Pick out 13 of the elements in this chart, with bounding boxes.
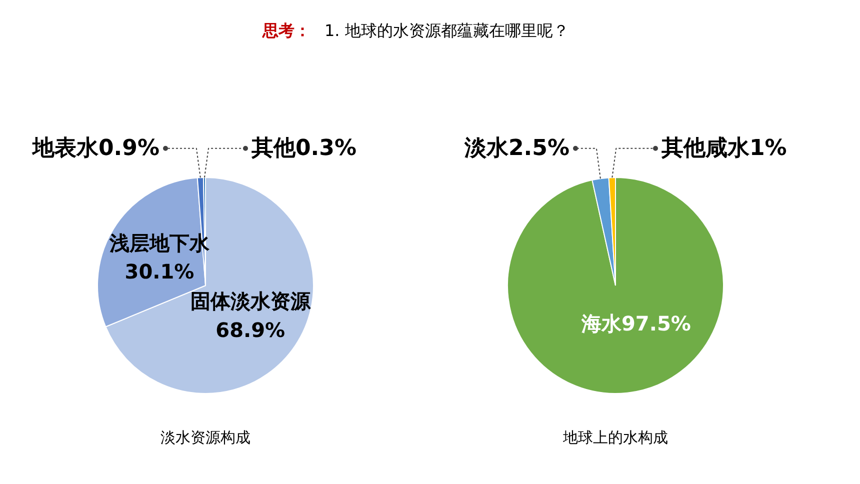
slice-label: 地表水0.9%	[31, 136, 160, 161]
text: 淡水资源构成	[160, 428, 250, 446]
slice-label: 其他0.3%	[250, 136, 357, 161]
data-label: 30.1%	[124, 260, 194, 284]
slice-label: 淡水2.5%	[463, 136, 570, 161]
slice-label: 浅层地下水	[108, 230, 211, 255]
text: 1. 地球的水资源都蕴藏在哪里呢？	[324, 21, 569, 40]
slice-label: 海水97.5%	[580, 311, 691, 336]
slice-label: 其他咸水1%	[660, 136, 787, 161]
slice-label: 固体淡水资源	[190, 289, 312, 314]
text: 地球上的水构成	[562, 428, 668, 446]
text: 思考：	[262, 21, 310, 40]
data-label: 68.9%	[216, 318, 286, 342]
